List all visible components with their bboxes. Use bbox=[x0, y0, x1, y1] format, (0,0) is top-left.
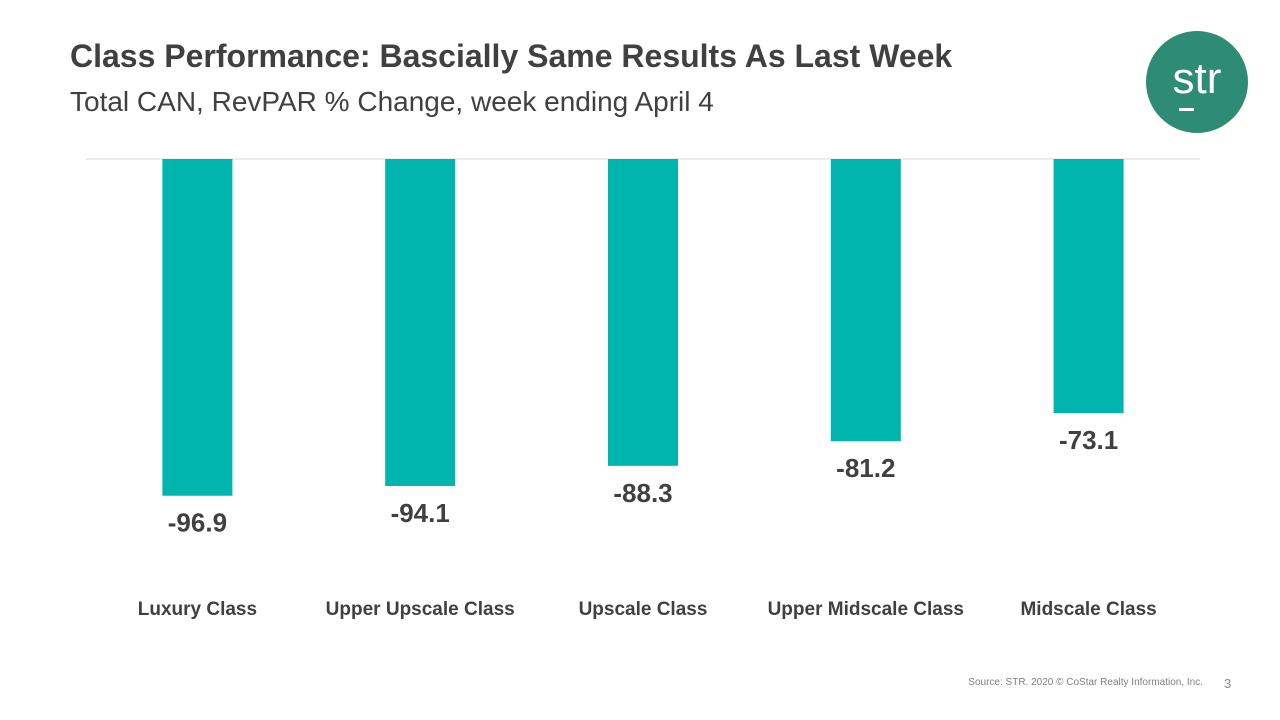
bar-4 bbox=[1053, 159, 1124, 414]
category-labels-group: Luxury Class Upper Upscale Class Upscale C… bbox=[138, 599, 1157, 620]
slide-title: Class Performance: Bascially Same Result… bbox=[70, 38, 953, 74]
category-label-0: Luxury Class bbox=[138, 599, 257, 620]
logo-underline bbox=[1179, 108, 1194, 111]
slide-subtitle: Total CAN, RevPAR % Change, week ending … bbox=[70, 86, 714, 117]
logo-text: str bbox=[1173, 54, 1222, 103]
bar-0 bbox=[162, 159, 233, 496]
value-label-0: -96.9 bbox=[168, 508, 227, 538]
str-logo-mark: str bbox=[1173, 54, 1222, 111]
str-logo: str bbox=[1146, 31, 1248, 133]
page-number: 3 bbox=[1224, 676, 1232, 691]
category-label-2: Upscale Class bbox=[579, 599, 708, 620]
category-label-1: Upper Upscale Class bbox=[326, 599, 515, 620]
category-label-4: Midscale Class bbox=[1020, 599, 1156, 620]
bar-1 bbox=[385, 159, 456, 486]
category-label-3: Upper Midscale Class bbox=[768, 599, 964, 620]
source-footnote: Source: STR. 2020 © CoStar Realty Inform… bbox=[968, 677, 1203, 688]
bar-3 bbox=[830, 159, 901, 442]
value-label-2: -88.3 bbox=[613, 478, 672, 508]
value-label-1: -94.1 bbox=[391, 498, 450, 528]
bars-group bbox=[162, 159, 1124, 496]
bar-2 bbox=[608, 159, 678, 466]
value-labels-group: -96.9 -94.1 -88.3 -81.2 -73.1 bbox=[168, 425, 1118, 538]
value-label-4: -73.1 bbox=[1059, 425, 1118, 455]
value-label-3: -81.2 bbox=[836, 453, 895, 483]
